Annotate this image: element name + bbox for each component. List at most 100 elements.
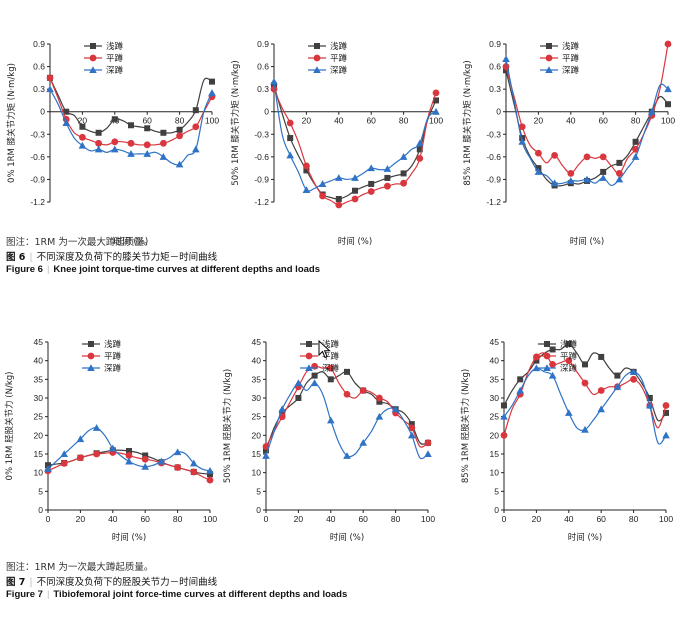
data-point (500, 412, 508, 420)
data-point (664, 85, 672, 93)
data-point (159, 153, 168, 160)
y-tick-label: -1.2 (254, 197, 269, 207)
x-tick-label: 100 (203, 514, 217, 524)
x-tick-label: 100 (421, 514, 435, 524)
series-2 (44, 449, 214, 484)
y-tick-label: 5 (494, 486, 499, 496)
y-tick-label: 0.6 (257, 62, 269, 72)
data-point (79, 133, 86, 141)
data-point (630, 375, 637, 383)
data-point (60, 450, 68, 457)
data-point (286, 151, 294, 159)
data-point (565, 357, 573, 365)
data-point (613, 383, 622, 390)
y-tick-label: 10 (34, 468, 44, 478)
data-point (597, 405, 605, 413)
data-point (111, 145, 119, 153)
legend-marker (543, 364, 551, 371)
data-point (648, 107, 656, 115)
data-point (192, 107, 199, 114)
data-point (567, 177, 575, 184)
x-tick-label: 20 (302, 116, 312, 126)
legend-marker (90, 43, 96, 49)
x-tick-label: 20 (76, 514, 86, 524)
data-point (599, 153, 607, 161)
y-tick-label: 0.9 (33, 39, 45, 49)
series-2 (502, 40, 672, 177)
data-point (614, 372, 621, 379)
data-point (95, 139, 102, 147)
legend-marker (305, 364, 313, 371)
data-point (663, 409, 669, 416)
data-point (343, 390, 351, 398)
y-tick-label: 45 (34, 337, 44, 347)
legend-label: 浅蹲 (562, 41, 580, 52)
y-tick-label: 0 (40, 107, 45, 117)
x-axis-title: 时间 (%) (330, 532, 364, 543)
series-3 (502, 55, 672, 187)
x-tick-label: 20 (532, 514, 542, 524)
data-point (600, 168, 607, 175)
data-point (383, 165, 392, 172)
data-point (581, 425, 589, 433)
data-point (351, 195, 359, 203)
data-point (160, 129, 167, 136)
knee-torque-85pct-chart: 0.9 0.6 0.3 0 -0.3 -0.6 -0.9 -1.2 20 40 60 80 100 时间 … (462, 39, 675, 247)
y-tick-label: 35 (34, 374, 44, 384)
y-tick-label: 40 (490, 356, 500, 366)
data-point (416, 139, 424, 147)
x-tick-label: 60 (142, 116, 152, 126)
data-point (399, 153, 408, 160)
data-point (318, 180, 327, 187)
series-line (265, 371, 429, 451)
series-line (505, 70, 669, 187)
series-1 (47, 74, 215, 136)
legend-label: 深蹲 (560, 363, 578, 374)
legend-label: 平蹲 (106, 53, 124, 64)
data-point (367, 188, 375, 195)
legend-label: 浅蹲 (106, 41, 124, 52)
series-line (273, 88, 437, 206)
data-point (109, 444, 117, 452)
x-tick-label: 80 (629, 514, 639, 524)
y-tick-label: 30 (490, 393, 500, 403)
data-point (581, 379, 589, 387)
y-tick-label: 0.9 (257, 39, 269, 49)
knee-torque-50pct-chart: 0.9 0.6 0.3 0 -0.3 -0.6 -0.9 -1.2 20 40 60 80 100 时间 … (230, 39, 443, 247)
legend-label: 平蹲 (330, 53, 348, 64)
data-point (567, 170, 575, 177)
data-point (125, 457, 133, 465)
y-tick-label: 0.6 (489, 62, 501, 72)
y-tick-label: 30 (252, 393, 262, 403)
data-point (416, 146, 423, 153)
data-point (533, 357, 540, 364)
data-point (516, 386, 524, 394)
fig6-caption-en: Figure 6 | Knee joint torque-time curves a… (6, 264, 320, 275)
data-point (549, 361, 556, 368)
fig7-number-cn: 图 7 (6, 577, 26, 588)
data-point (44, 465, 52, 472)
data-point (408, 431, 416, 439)
data-point (327, 364, 335, 372)
y-axis-title: 0% 1RM 膝关节力矩 (N·m/kg) (6, 63, 17, 183)
y-tick-label: 0.6 (33, 62, 45, 72)
data-point (335, 201, 343, 209)
y-tick-label: 20 (490, 430, 500, 440)
data-point (192, 123, 200, 131)
data-point (192, 145, 200, 153)
y-tick-label: 0.3 (489, 84, 501, 94)
data-point (160, 139, 167, 147)
legend-label: 浅蹲 (322, 339, 340, 350)
data-point (631, 153, 640, 160)
data-point (664, 40, 672, 48)
series-2 (262, 362, 432, 450)
y-tick-label: 0.3 (33, 84, 45, 94)
x-tick-label: 80 (175, 116, 185, 126)
data-point (518, 138, 526, 145)
data-point (408, 421, 415, 428)
x-tick-label: 40 (564, 514, 574, 524)
data-point (294, 379, 303, 387)
data-point (111, 116, 118, 123)
